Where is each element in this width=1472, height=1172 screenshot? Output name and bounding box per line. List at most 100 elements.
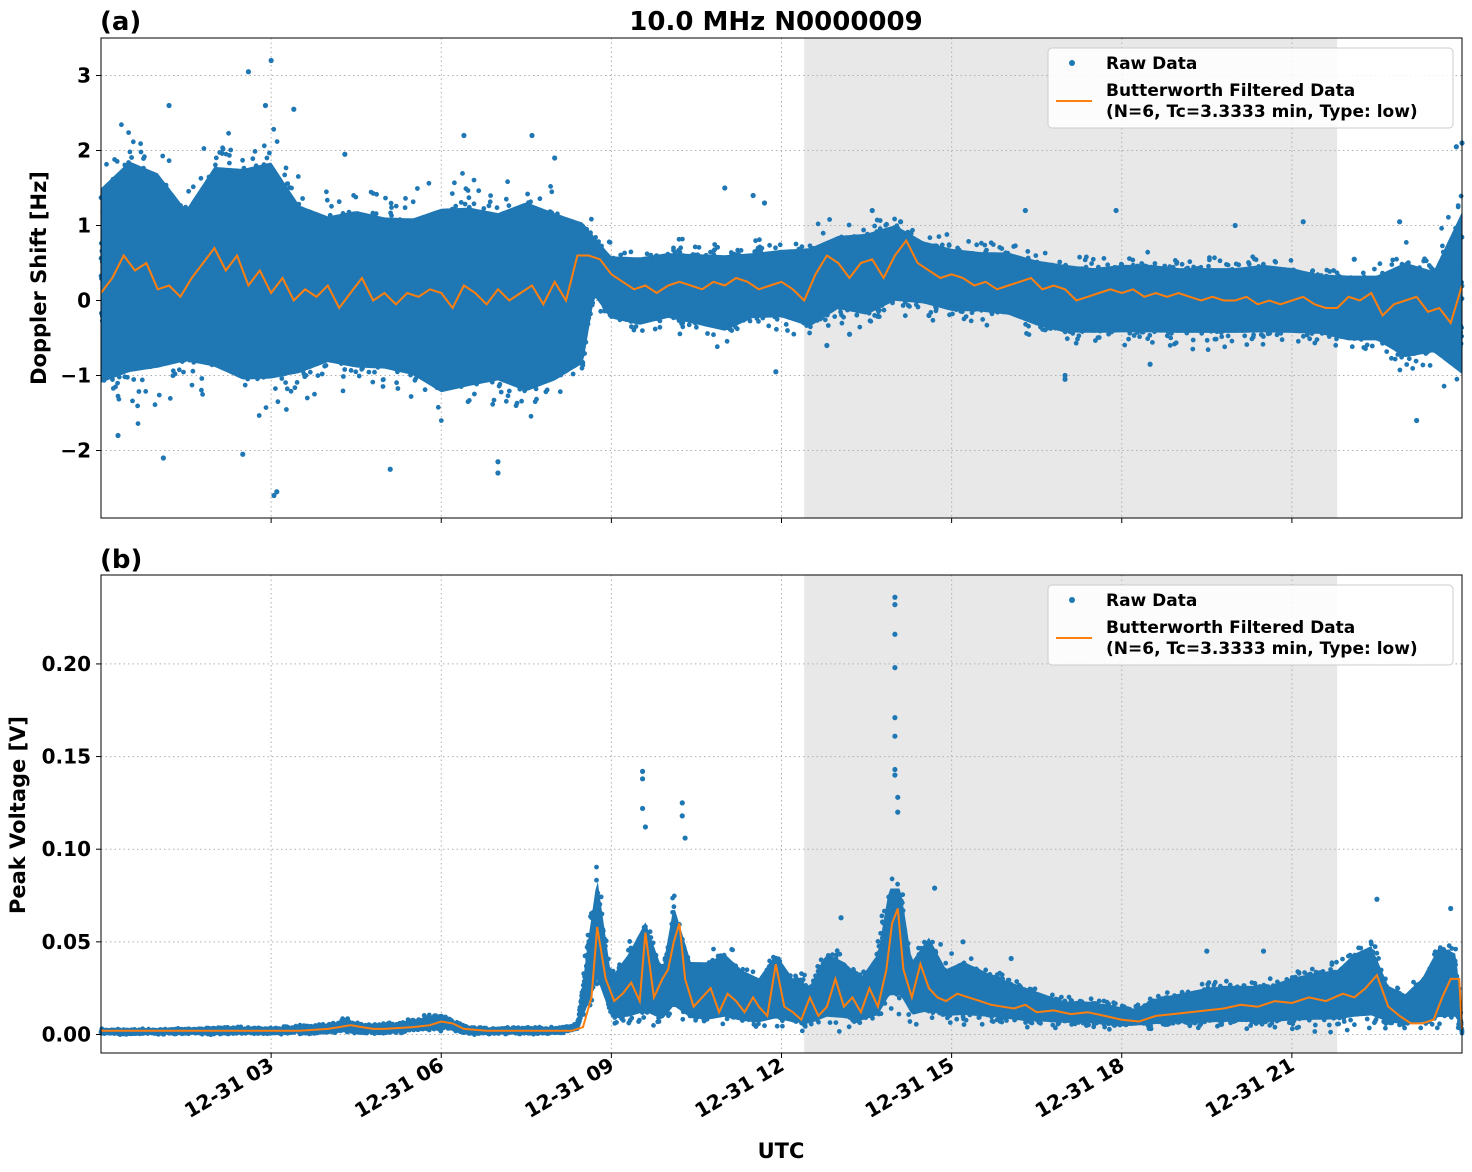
legend-label-filtered: Butterworth Filtered Data — [1106, 618, 1355, 638]
y-tick-label: 1 — [77, 214, 91, 238]
raw-data-point — [639, 805, 646, 812]
raw-data-point — [679, 800, 685, 806]
raw-data-point — [1300, 219, 1306, 225]
x-tick-label: 12-31 09 — [520, 1053, 618, 1123]
raw-data-point — [926, 312, 932, 319]
raw-data-point — [838, 915, 844, 921]
raw-data-point — [115, 432, 121, 439]
y-tick-label: 0.15 — [42, 745, 91, 769]
x-tick-label: 12-31 18 — [1031, 1053, 1129, 1123]
legend-b: Raw Data Butterworth Filtered Data(N=6, T… — [1047, 584, 1454, 666]
raw-data-point — [750, 192, 756, 199]
legend-label-filter-params: (N=6, Tc=3.3333 min, Type: low) — [1106, 639, 1418, 659]
raw-data-point — [240, 451, 246, 457]
raw-data-point — [268, 57, 274, 64]
raw-data-points — [98, 864, 1465, 1038]
y-tick-label: −2 — [60, 439, 91, 463]
legend-a: Raw Data Butterworth Filtered Data(N=6, T… — [1047, 47, 1454, 129]
y-tick-label: 0.00 — [42, 1022, 91, 1046]
raw-data-point — [639, 768, 646, 774]
legend-box — [1047, 47, 1454, 129]
raw-data-point — [892, 733, 898, 739]
raw-data-point — [892, 594, 898, 600]
raw-data-point — [1204, 948, 1210, 954]
raw-data-point — [892, 665, 898, 671]
raw-data-point — [824, 342, 830, 349]
raw-data-point — [271, 492, 277, 499]
filtered-series-b — [101, 908, 1463, 1032]
raw-data-point — [1113, 207, 1119, 214]
raw-data-point — [682, 835, 688, 841]
raw-data-point — [1448, 905, 1454, 912]
raw-data-point — [166, 102, 172, 109]
raw-data-point — [897, 219, 904, 225]
x-tick-label: 12-31 12 — [690, 1053, 788, 1123]
raw-data-point — [892, 772, 898, 778]
y-axis-label-a: Doppler Shift [Hz] — [27, 171, 51, 385]
raw-data-point — [1232, 222, 1238, 229]
raw-data-point — [274, 489, 280, 495]
raw-data-point — [291, 106, 297, 112]
panel-b: 0.20 0.15 0.10 0.05 0.00 12-31 03 12-31 06 12-… — [6, 545, 1465, 1123]
raw-data-point — [1374, 896, 1380, 902]
raw-data-point — [1008, 955, 1014, 962]
y-tick-label: 3 — [77, 64, 91, 88]
panel-label-b: (b) — [100, 545, 142, 575]
legend-label-filter-params: (N=6, Tc=3.3333 min, Type: low) — [1106, 102, 1418, 122]
raw-data-point — [892, 766, 898, 773]
x-tick-label: 12-31 15 — [861, 1053, 959, 1123]
x-axis-label: UTC — [758, 1139, 805, 1163]
raw-data-point — [1260, 948, 1267, 954]
raw-data-point — [960, 939, 966, 945]
raw-data-point — [461, 132, 467, 139]
raw-data-point — [773, 369, 779, 375]
raw-data-series-b — [98, 594, 1465, 1038]
raw-data-point — [642, 824, 649, 830]
filtered-series-a — [100, 238, 1463, 326]
raw-data-point — [679, 813, 685, 819]
y-tick-label: 0 — [77, 289, 91, 313]
x-tick-label: 12-31 21 — [1201, 1053, 1299, 1123]
raw-data-point — [932, 885, 938, 891]
legend-label-raw: Raw Data — [1106, 591, 1197, 611]
raw-data-point — [495, 459, 501, 465]
raw-data-point — [892, 715, 898, 721]
raw-data-point — [529, 132, 535, 139]
raw-data-point — [262, 102, 269, 109]
raw-data-point — [160, 455, 166, 461]
x-tick-label: 12-31 03 — [180, 1053, 278, 1123]
y-tick-label: 0.05 — [42, 930, 91, 954]
legend-marker-raw — [1069, 60, 1075, 66]
raw-data-point — [639, 776, 646, 782]
raw-data-series-a — [98, 57, 1465, 499]
raw-data-point — [1147, 361, 1153, 367]
y-tick-label: 0.20 — [42, 652, 91, 676]
raw-data-point — [342, 151, 348, 157]
raw-data-points — [98, 122, 1465, 426]
legend-label-raw: Raw Data — [1106, 54, 1197, 74]
figure-title: 10.0 MHz N0000009 — [629, 7, 922, 37]
raw-data-point — [245, 69, 252, 75]
raw-data-point — [1351, 256, 1357, 262]
legend-marker-raw — [1069, 597, 1075, 603]
filtered-data-line — [100, 238, 1463, 326]
y-tick-label: −1 — [60, 364, 91, 388]
legend-box — [1047, 584, 1454, 666]
y-tick-label: 2 — [77, 139, 91, 163]
raw-data-point — [869, 207, 875, 214]
raw-data-point — [1397, 219, 1403, 225]
raw-data-point — [1062, 376, 1068, 382]
y-tick-label: 0.10 — [42, 837, 91, 861]
raw-data-point — [1453, 144, 1459, 150]
raw-data-point — [846, 331, 853, 337]
legend-label-filtered: Butterworth Filtered Data — [1106, 81, 1355, 101]
panel-label-a: (a) — [100, 7, 141, 37]
y-axis-label-b: Peak Voltage [V] — [6, 716, 30, 914]
raw-data-point — [552, 155, 558, 161]
raw-data-point — [495, 470, 501, 476]
raw-data-point — [895, 794, 901, 800]
raw-data-point — [722, 185, 728, 191]
raw-data-point — [1022, 207, 1028, 214]
raw-data-point — [387, 466, 393, 472]
